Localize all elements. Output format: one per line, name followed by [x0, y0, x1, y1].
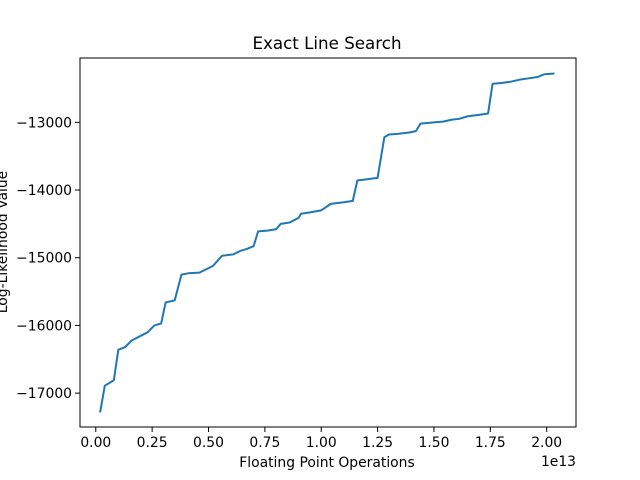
- y-tick-label: −13000: [16, 115, 72, 131]
- x-tick-label: 1.00: [306, 435, 337, 451]
- x-tick-label: 0.25: [137, 435, 168, 451]
- y-tick-label: −14000: [16, 183, 72, 199]
- axes: 0.00 0.25 0.50 0.75 1.00 1.25 1.50 1.75 2.00 −170…: [16, 57, 577, 451]
- x-tick-label: 1.50: [418, 435, 449, 451]
- axes-frame: [79, 57, 577, 428]
- y-tick-label: −15000: [16, 251, 72, 267]
- y-tick-label: −16000: [16, 318, 72, 334]
- x-axis-label: Floating Point Operations: [239, 455, 414, 471]
- x-tick-label: 2.00: [531, 435, 562, 451]
- x-tick-label: 0.75: [249, 435, 280, 451]
- x-tick-label: 0.50: [193, 435, 224, 451]
- y-tick-label: −17000: [16, 386, 72, 402]
- plot-area: [99, 72, 555, 413]
- chart-title: Exact Line Search: [252, 33, 401, 53]
- x-axis-offset-text: 1e13: [541, 454, 576, 470]
- x-tick-label: 1.75: [475, 435, 506, 451]
- x-tick-label: 1.25: [362, 435, 393, 451]
- y-axis-label: Log-Likelihood Value: [0, 171, 11, 313]
- series-line-1: [99, 72, 555, 413]
- x-tick-label: 0.00: [80, 435, 111, 451]
